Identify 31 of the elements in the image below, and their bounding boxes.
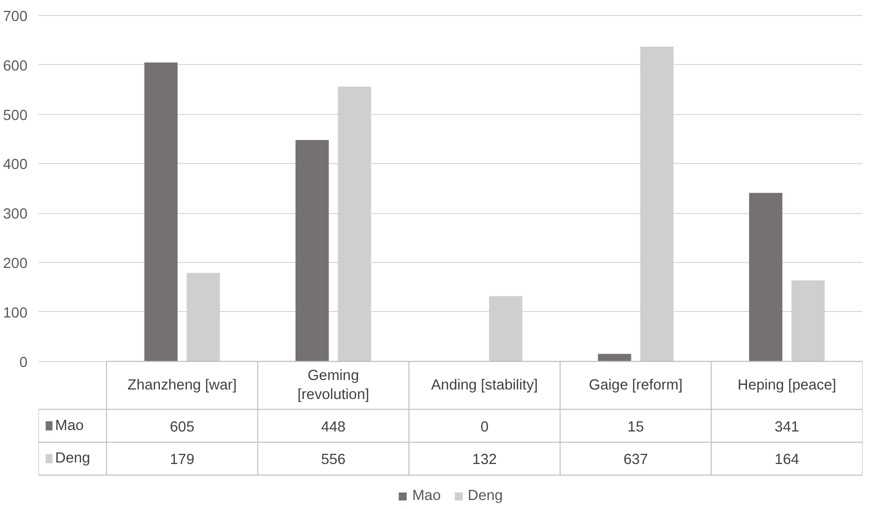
- x-tick-label: Gaige [reform]: [588, 377, 683, 394]
- data-label: 605: [170, 419, 194, 436]
- data-label: 448: [321, 419, 346, 436]
- y-tick-label: 200: [3, 256, 28, 272]
- y-tick-label: 400: [3, 157, 28, 174]
- text: Mao: [412, 488, 441, 504]
- bar: [749, 192, 782, 362]
- y-tick-label: 0: [19, 354, 28, 371]
- y-tick-label: 100: [3, 305, 28, 322]
- data-label: 0: [480, 419, 489, 436]
- y-tick-label: 500: [3, 108, 28, 124]
- data-label: 556: [321, 452, 346, 468]
- x-tick-label: Anding [stability]: [431, 377, 538, 394]
- data-label: 179: [170, 452, 194, 468]
- x-tick-label: Zhanzheng [war]: [128, 377, 237, 394]
- data-label: 164: [774, 452, 800, 468]
- y-tick-label: 700: [3, 9, 28, 26]
- x-tick-label: Geming [revolution]: [297, 368, 370, 403]
- bar: [144, 62, 178, 362]
- y-tick-label: 300: [3, 206, 28, 223]
- data-label: 637: [623, 452, 648, 468]
- y-tick-label: 600: [3, 58, 28, 74]
- data-label: 132: [472, 452, 497, 468]
- bar: [598, 354, 632, 362]
- text: Deng: [55, 450, 90, 467]
- bar: [296, 140, 329, 362]
- legend-label: Deng: [468, 488, 503, 504]
- data-label: 341: [774, 419, 800, 436]
- legend-label: Mao: [55, 418, 84, 434]
- data-label: 15: [628, 419, 644, 436]
- x-tick-label: Heping [peace]: [738, 377, 836, 394]
